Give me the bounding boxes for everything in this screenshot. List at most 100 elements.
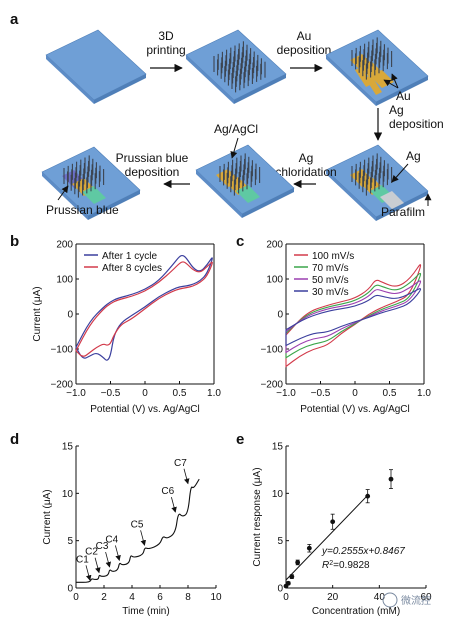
substrate-plain xyxy=(45,29,147,104)
series-line-4 xyxy=(285,288,422,347)
y-tick-label: 5 xyxy=(67,536,73,547)
annotation-label: C2 xyxy=(85,547,98,558)
series-line-3 xyxy=(285,280,422,354)
annotation-arrow xyxy=(105,551,112,568)
y-tick-label: −100 xyxy=(50,345,73,356)
y-tick-label: 0 xyxy=(67,310,73,321)
data-point xyxy=(285,580,291,586)
y-tick-label: 15 xyxy=(272,442,284,453)
y-tick-label: 15 xyxy=(62,442,74,453)
panel-e-label: e xyxy=(236,431,244,448)
microneedle-array-agagcl xyxy=(219,153,261,196)
x-axis-title: Concentration (mM) xyxy=(312,606,400,617)
panel-b-label: b xyxy=(10,233,19,250)
y-axis-title: Current (μA) xyxy=(42,489,53,544)
x-axis-title: Time (min) xyxy=(122,606,169,617)
microneedle-array xyxy=(213,41,266,93)
x-axis-title: Potential (V) vs. Ag/AgCl xyxy=(300,404,410,415)
annotation-arrow xyxy=(171,497,177,513)
panel-e: e 0 20 40 60 0 5 10 15 y=0.2555x+0.8467 R2=0.9828… xyxy=(236,431,432,617)
x-tick-label: −1.0 xyxy=(276,388,296,399)
y-tick-label: 0 xyxy=(67,584,73,595)
substrate-printed xyxy=(185,29,287,104)
annotation-label: C3 xyxy=(96,541,109,552)
x-tick-label: 0 xyxy=(352,388,358,399)
step-ag-line1: Ag xyxy=(389,103,404,117)
y-tick-label: 10 xyxy=(272,489,284,500)
y-tick-label: 5 xyxy=(277,536,283,547)
series-line-1 xyxy=(75,254,213,361)
data-point xyxy=(306,545,312,551)
panel-c-label: c xyxy=(236,233,244,250)
legend-label: 100 mV/s xyxy=(312,251,354,262)
step-printing-line1: 3D xyxy=(158,29,174,43)
step-ag-line2: deposition xyxy=(389,117,444,131)
data-point xyxy=(289,574,295,580)
x-tick-label: 1.0 xyxy=(207,388,221,399)
data-point xyxy=(330,519,336,525)
watermark-text: 微流控 xyxy=(401,594,431,607)
y-tick-label: −200 xyxy=(50,380,73,391)
series-line-2 xyxy=(285,272,422,359)
watermark: 微流控 xyxy=(382,592,431,608)
data-point xyxy=(365,493,371,499)
x-tick-label: 4 xyxy=(129,592,135,603)
annotation-label: C6 xyxy=(161,486,174,497)
annotation-label: C5 xyxy=(131,519,144,530)
legend-label: After 8 cycles xyxy=(102,263,162,274)
annotation-arrow xyxy=(140,530,147,546)
label-prussian-blue: Prussian blue xyxy=(46,203,119,217)
microneedle-array-prussian xyxy=(63,155,105,198)
y-tick-label: −100 xyxy=(260,345,283,356)
annotation-label: C4 xyxy=(105,534,118,545)
x-tick-label: 0.5 xyxy=(383,388,397,399)
x-tick-label: 0 xyxy=(142,388,148,399)
x-tick-label: −1.0 xyxy=(66,388,86,399)
legend-label: 30 mV/s xyxy=(312,287,349,298)
legend-label: 70 mV/s xyxy=(312,263,349,274)
cv-chart-c: −1.0 −0.5 0 0.5 1.0 −200 −100 0 100 200 100 mV/s70… xyxy=(260,240,431,416)
x-tick-label: 1.0 xyxy=(417,388,431,399)
x-axis-title: Potential (V) vs. Ag/AgCl xyxy=(90,404,200,415)
panel-a: a 3D printing Au deposition xyxy=(10,11,444,221)
substrate-prussian xyxy=(41,146,141,220)
label-au: Au xyxy=(396,89,411,103)
x-tick-label: 0.5 xyxy=(173,388,187,399)
series-line-2 xyxy=(75,261,213,357)
y-tick-label: 200 xyxy=(56,240,73,251)
x-tick-label: 0 xyxy=(283,592,289,603)
annotation-arrow xyxy=(183,468,190,485)
x-tick-label: 20 xyxy=(327,592,339,603)
x-tick-label: 2 xyxy=(101,592,107,603)
step-pb-line2: deposition xyxy=(125,165,180,179)
y-axis-title: Current response (μA) xyxy=(252,467,263,566)
microneedle-array-silver xyxy=(351,153,393,196)
x-tick-label: 40 xyxy=(374,592,386,603)
x-tick-label: −0.5 xyxy=(101,388,121,399)
calibration-chart-e: 0 20 40 60 0 5 10 15 y=0.2555x+0.8467 R2=0.9828 Co… xyxy=(252,442,432,618)
substrate-silver xyxy=(325,144,429,221)
data-point xyxy=(295,560,301,565)
cv-chart-b: −1.0 −0.5 0 0.5 1.0 −200 −100 0 100 200 After 1 cy… xyxy=(32,240,221,416)
label-ag: Ag xyxy=(406,149,421,163)
step-printing-line2: printing xyxy=(146,43,185,57)
fit-line xyxy=(285,494,369,581)
y-tick-label: 100 xyxy=(56,275,73,286)
panel-d-label: d xyxy=(10,431,19,448)
microneedle-array-gold xyxy=(351,37,393,80)
series-line-1 xyxy=(285,264,422,368)
annotation-label: C1 xyxy=(76,554,89,565)
panel-a-label: a xyxy=(10,11,19,28)
substrate-gold xyxy=(325,29,429,106)
step-agcl-line2: chloridation xyxy=(275,165,336,179)
annotation-label: C7 xyxy=(174,458,187,469)
step-au-line2: deposition xyxy=(277,43,332,57)
x-tick-label: 6 xyxy=(157,592,163,603)
x-tick-label: 0 xyxy=(73,592,79,603)
substrate-agagcl xyxy=(195,144,295,218)
y-tick-label: −200 xyxy=(260,380,283,391)
x-tick-label: 8 xyxy=(185,592,191,603)
